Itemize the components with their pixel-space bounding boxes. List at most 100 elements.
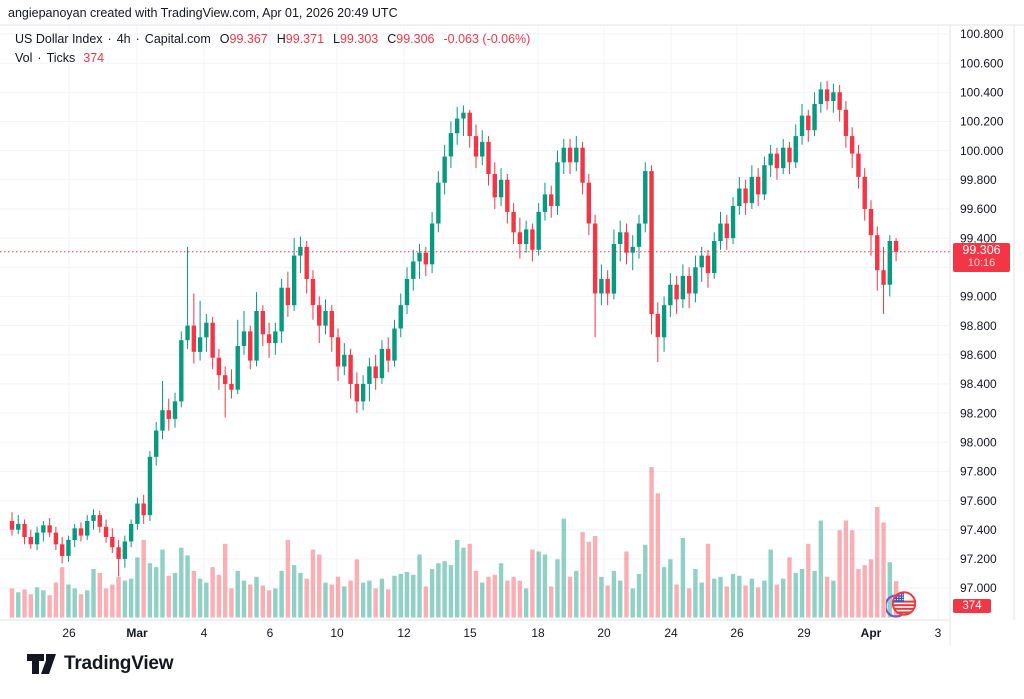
candle-body bbox=[730, 206, 736, 239]
volume-bar bbox=[91, 569, 96, 618]
price-axis-label[interactable]: 98.400 bbox=[960, 377, 997, 391]
volume-bar bbox=[103, 588, 109, 618]
candle-body bbox=[567, 147, 573, 163]
candle-body bbox=[530, 229, 535, 250]
candle-body bbox=[737, 188, 742, 206]
candle-body bbox=[254, 311, 259, 361]
volume-bar bbox=[34, 587, 40, 618]
candle-body bbox=[624, 232, 629, 253]
candle-body bbox=[41, 525, 46, 533]
time-axis-label[interactable]: 26 bbox=[730, 626, 744, 640]
volume-unit-label[interactable]: Ticks bbox=[46, 51, 76, 65]
candle-body bbox=[749, 176, 755, 204]
volume-bar bbox=[599, 576, 604, 618]
volume-indicator-label[interactable]: Vol bbox=[15, 51, 33, 65]
candle-body bbox=[693, 267, 698, 294]
price-axis-label[interactable]: 98.600 bbox=[960, 348, 997, 362]
candle-body bbox=[34, 532, 40, 545]
price-axis-label[interactable]: 98.200 bbox=[960, 406, 997, 420]
time-axis-label[interactable]: 10 bbox=[330, 626, 344, 640]
time-axis-label[interactable]: 4 bbox=[201, 626, 208, 640]
price-axis-label[interactable]: 97.400 bbox=[960, 523, 997, 537]
volume-bar bbox=[636, 573, 642, 618]
volume-bar bbox=[386, 589, 391, 618]
candle-body bbox=[617, 232, 623, 244]
time-axis-label[interactable]: 6 bbox=[267, 626, 274, 640]
volume-bar bbox=[480, 582, 485, 618]
price-axis-label[interactable]: 99.400 bbox=[960, 231, 997, 245]
time-axis-label[interactable]: 12 bbox=[397, 626, 411, 640]
volume-bar bbox=[110, 584, 115, 618]
volume-bar bbox=[617, 580, 623, 618]
price-axis-label[interactable]: 97.000 bbox=[960, 581, 997, 595]
tradingview-logo[interactable]: TradingView bbox=[26, 653, 174, 675]
candle-body bbox=[216, 357, 222, 376]
time-axis-label[interactable]: 26 bbox=[62, 626, 76, 640]
candle-body bbox=[9, 521, 15, 530]
price-axis-label[interactable]: 99.000 bbox=[960, 290, 997, 304]
candle-body bbox=[210, 322, 215, 358]
volume-bar bbox=[693, 569, 698, 618]
candle-body bbox=[712, 241, 717, 274]
time-axis-label[interactable]: 3 bbox=[935, 626, 942, 640]
price-axis-label[interactable]: 98.800 bbox=[960, 319, 997, 333]
price-axis-label[interactable]: 97.200 bbox=[960, 552, 997, 566]
price-axis-label[interactable]: 100.200 bbox=[960, 115, 1004, 129]
price-scale[interactable]: 100.800 100.600 100.400 100.200 100.000 99.80… bbox=[960, 27, 1004, 595]
price-axis-label[interactable]: 100.000 bbox=[960, 144, 1004, 158]
candle-body bbox=[498, 179, 504, 198]
time-axis-label[interactable]: 15 bbox=[463, 626, 477, 640]
time-axis-label[interactable]: 20 bbox=[597, 626, 611, 640]
candle-body bbox=[561, 147, 566, 163]
price-axis-label[interactable]: 100.600 bbox=[960, 56, 1004, 70]
price-axis-label[interactable]: 98.000 bbox=[960, 435, 997, 449]
time-axis-label[interactable]: 18 bbox=[531, 626, 545, 640]
volume-bar bbox=[392, 575, 397, 618]
volume-bar bbox=[436, 563, 441, 618]
price-axis-label[interactable]: 100.800 bbox=[960, 27, 1004, 41]
candle-body bbox=[505, 179, 510, 212]
volume-bar bbox=[273, 588, 278, 618]
volume-bar bbox=[85, 590, 90, 618]
volume-bar bbox=[743, 585, 748, 618]
price-axis-label[interactable]: 99.600 bbox=[960, 202, 997, 216]
candle-body bbox=[429, 223, 435, 265]
time-axis-label[interactable]: 29 bbox=[797, 626, 811, 640]
chart-legend: US Dollar Index · 4h · Capital.com O99.367 H99… bbox=[15, 30, 530, 68]
volume-bar bbox=[505, 580, 510, 618]
candle-body bbox=[592, 223, 598, 294]
candle-body bbox=[154, 430, 159, 457]
candle-body bbox=[856, 153, 861, 177]
volume-bar bbox=[260, 585, 265, 618]
candle-body bbox=[599, 278, 604, 294]
price-axis-label[interactable]: 99.800 bbox=[960, 173, 997, 187]
candle-body bbox=[110, 537, 115, 548]
legend-row-symbol: US Dollar Index · 4h · Capital.com O99.367 H99… bbox=[15, 30, 530, 49]
exchange-label[interactable]: Capital.com bbox=[144, 32, 211, 46]
candle-body bbox=[755, 176, 761, 195]
candle-body bbox=[492, 174, 497, 198]
candlestick-chart[interactable]: 100.800 100.600 100.400 100.200 100.000 99.80… bbox=[0, 0, 1024, 650]
time-axis-label[interactable]: Apr bbox=[861, 626, 882, 640]
candle-body bbox=[875, 235, 880, 271]
candle-body bbox=[555, 162, 560, 206]
candle-body bbox=[291, 255, 297, 306]
price-axis-label[interactable]: 97.800 bbox=[960, 465, 997, 479]
time-axis-label[interactable]: 24 bbox=[664, 626, 678, 640]
time-scale[interactable]: 26 Mar 4 6 10 12 15 18 20 24 26 29 Apr 3 bbox=[62, 626, 941, 640]
interval-label[interactable]: 4h bbox=[116, 32, 131, 46]
candle-body bbox=[574, 147, 579, 163]
volume-bar bbox=[812, 570, 817, 618]
candle-body bbox=[103, 526, 109, 537]
time-axis-label[interactable]: Mar bbox=[126, 626, 148, 640]
volume-bar bbox=[887, 562, 892, 618]
volume-bar bbox=[22, 589, 27, 618]
volume-bar bbox=[793, 572, 798, 618]
volume-bar bbox=[774, 584, 780, 618]
price-axis-label[interactable]: 97.600 bbox=[960, 494, 997, 508]
price-axis-label[interactable]: 100.400 bbox=[960, 86, 1004, 100]
volume-bar bbox=[624, 551, 629, 618]
symbol-title[interactable]: US Dollar Index bbox=[15, 32, 103, 46]
volume-bar bbox=[317, 554, 322, 618]
volume-bar bbox=[680, 538, 686, 618]
